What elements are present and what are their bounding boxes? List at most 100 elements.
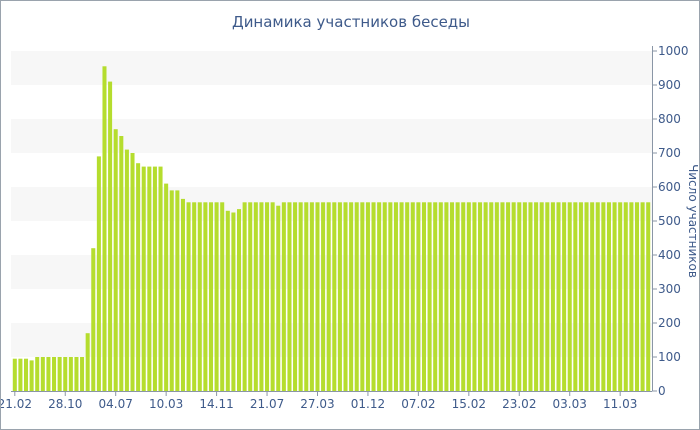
bar [562,202,567,391]
bar [147,166,152,391]
grid-band [11,153,652,187]
bar [545,202,550,391]
bar [421,202,427,391]
bar [567,202,572,391]
x-tick-label: 21.02 [1,397,32,411]
bar [410,202,415,391]
bar [623,202,628,391]
bar [29,360,34,391]
bar [96,156,101,391]
x-tick-label: 23.02 [502,397,536,411]
bar [108,81,113,391]
bar [102,66,107,392]
bar [618,202,623,391]
bar [365,202,370,391]
bar [612,202,617,391]
bar [203,202,208,391]
bar [449,202,455,391]
bar [455,202,460,391]
bar [141,166,146,391]
bar [438,202,443,391]
bar [52,357,57,391]
bar [124,149,129,391]
bar [433,202,438,391]
bar [304,202,309,391]
bar [388,202,393,391]
bar [236,209,242,391]
bar [489,202,494,391]
bar [136,163,141,391]
bar [113,129,118,391]
x-tick-label: 21.07 [250,397,284,411]
bar [57,357,62,391]
bar [298,202,303,391]
bar [539,202,544,391]
x-tick-label: 07.02 [401,397,435,411]
bar [281,202,286,391]
y-tick-label: 800 [658,112,681,126]
bar [259,202,264,391]
bar [332,202,337,391]
grid-band [11,221,652,255]
bar [483,202,488,391]
bar [573,202,578,391]
x-tick-label: 03.03 [553,397,587,411]
bar [511,202,516,391]
bar [119,136,124,391]
bar [606,202,611,391]
bar [12,358,17,391]
grid-band [11,85,652,119]
bar [265,202,270,391]
bar [169,190,174,391]
y-tick-label: 100 [658,350,681,364]
y-tick-label: 0 [658,384,666,398]
y-axis-title: Число участников [686,164,699,278]
bar [91,248,96,391]
bar [197,202,202,391]
grid-band [11,51,652,85]
bar [590,202,595,391]
x-tick-label: 28.10 [48,397,82,411]
bar [326,202,331,391]
bar [405,202,410,391]
y-tick-label: 1000 [658,44,689,58]
y-tick-label: 300 [658,282,681,296]
grid-band [11,255,652,289]
grid-band [11,289,652,323]
bar [393,202,398,391]
bar [584,202,589,391]
bar [556,202,561,391]
bar [343,202,348,391]
y-tick-label: 700 [658,146,681,160]
bar [164,183,169,391]
bar [578,202,583,391]
bar [74,357,79,391]
bar [506,202,511,391]
x-tick-label: 10.03 [149,397,183,411]
bar [253,202,258,391]
bar [220,202,225,391]
y-tick-label: 900 [658,78,681,92]
bar [494,202,499,391]
bar [377,202,382,391]
bar [208,202,214,391]
x-tick-label: 04.07 [99,397,133,411]
bar [360,202,365,391]
grid-band [11,187,652,221]
bar [35,357,40,391]
bar [416,202,421,391]
bar [40,357,45,391]
bar [175,190,180,391]
x-tick-label: 27.03 [300,397,334,411]
bar [321,202,326,391]
x-tick-label: 01.12 [351,397,385,411]
chart-title: Динамика участников беседы [231,13,471,31]
bar [634,202,640,391]
bar [472,202,477,391]
bar [309,202,314,391]
y-tick-label: 400 [658,248,681,262]
bar [276,205,281,391]
bar [214,202,219,391]
bar [80,357,85,391]
